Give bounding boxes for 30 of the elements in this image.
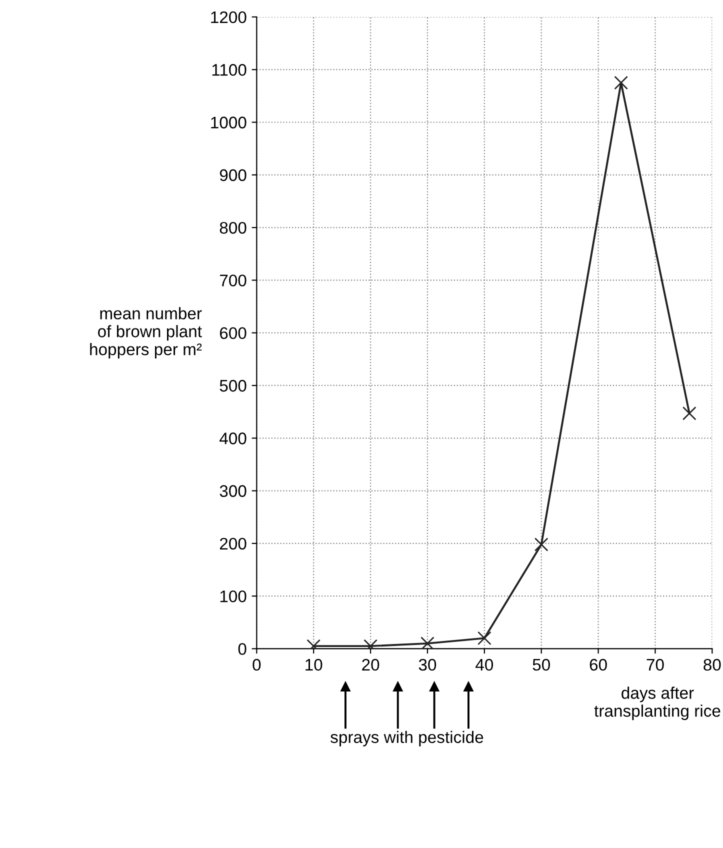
x-tick-label: 0: [252, 658, 261, 671]
y-tick-label: 300: [220, 485, 246, 497]
y-tick-label: 1200: [211, 11, 246, 24]
x-tick-label: 30: [418, 658, 436, 671]
y-tick-label: 900: [220, 169, 246, 182]
x-tick-label: 60: [590, 658, 607, 671]
y-tick-label: 800: [220, 222, 246, 234]
point: [420, 636, 434, 649]
y-tick-label: 200: [220, 538, 246, 550]
point: [534, 538, 548, 552]
x-tick-label: 20: [362, 658, 380, 671]
x-tick-label: 50: [532, 658, 550, 671]
x-tick-label: 40: [476, 658, 494, 671]
point: [477, 631, 492, 646]
y-tick-label: 1000: [211, 116, 246, 128]
y-tick-label: 500: [220, 380, 246, 392]
x-tick-label: 10: [306, 658, 322, 671]
y-tick-label: 0: [238, 643, 246, 655]
y-tick-label: 400: [220, 432, 246, 444]
y-axis-title: mean number of brown plant hoppers per m²: [90, 307, 202, 359]
x-tick-label: 80: [704, 658, 721, 671]
text: sprays with pesticide: [330, 730, 484, 746]
y-tick-label: 100: [220, 590, 246, 602]
point: [614, 76, 628, 90]
x-axis-title: days after transplanting rice: [594, 686, 720, 720]
y-tick-label: 600: [220, 327, 246, 340]
x-tick-label: 70: [646, 658, 664, 671]
point: [682, 406, 696, 420]
y-tick-label: 700: [220, 274, 246, 286]
y-tick-label: 1100: [212, 64, 246, 76]
